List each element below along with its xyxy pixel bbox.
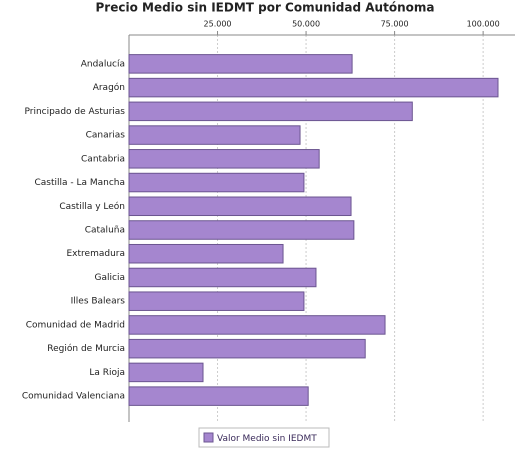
y-tick-label: Principado de Asturias [24, 107, 125, 117]
legend-box [198, 427, 330, 448]
chart-title: Precio Medio sin IEDMT por Comunidad Aut… [96, 1, 435, 15]
bar [128, 196, 352, 217]
bar [128, 149, 320, 169]
y-tick-label: Canarias [86, 131, 126, 141]
bar [128, 386, 309, 406]
x-tick-label: 75.000 [381, 20, 409, 29]
bar [128, 362, 204, 383]
y-tick-label: Aragón [93, 82, 125, 93]
y-tick-label: Cataluña [85, 226, 125, 236]
y-tick-label: Illes Balears [71, 297, 126, 307]
y-tick-label: Comunidad Valenciana [22, 392, 125, 402]
y-tick-label: Cantabria [81, 154, 125, 164]
bar [128, 77, 499, 98]
legend-label: Valor Medio sin IEDMT [217, 434, 317, 444]
bar [128, 243, 284, 264]
x-tick-label: 25.000 [204, 20, 232, 29]
bar [128, 338, 366, 359]
y-tick-label: La Rioja [89, 368, 125, 378]
bar [128, 172, 305, 193]
bar [128, 291, 305, 311]
y-tick-label: Galicia [95, 273, 125, 283]
bar [128, 125, 301, 145]
bar [128, 101, 413, 122]
bar [128, 315, 386, 335]
y-tick-label: Castilla y León [59, 201, 125, 212]
y-tick-label: Comunidad de Madrid [26, 320, 125, 330]
x-tick-label: 50.000 [292, 20, 320, 29]
bar [128, 267, 317, 288]
y-tick-label: Región de Murcia [47, 343, 125, 354]
y-tick-label: Extremadura [67, 249, 126, 259]
legend-swatch [203, 432, 214, 443]
y-tick-label: Castilla - La Mancha [34, 178, 125, 188]
y-tick-label: Andalucía [81, 59, 125, 69]
x-tick-label: 100.000 [467, 20, 500, 29]
bar [128, 54, 353, 74]
bar [128, 220, 355, 240]
